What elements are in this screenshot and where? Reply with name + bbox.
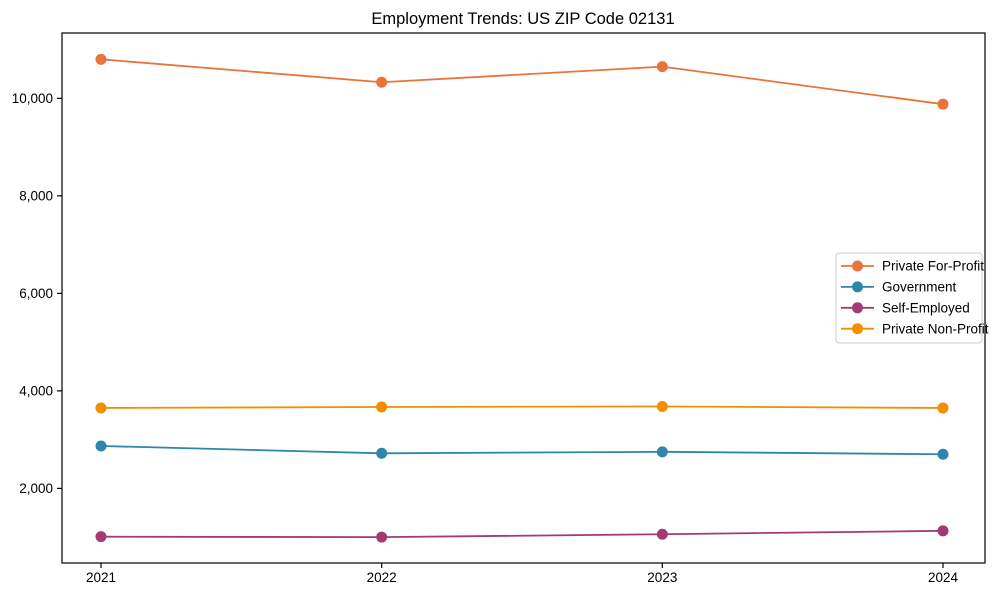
- legend-marker: [852, 281, 863, 293]
- y-tick-label: 8,000: [19, 188, 53, 203]
- data-point-marker: [376, 401, 388, 413]
- data-point-marker: [376, 76, 388, 88]
- data-point-marker: [937, 402, 949, 414]
- legend-marker: [852, 260, 863, 272]
- legend-box: [835, 252, 983, 344]
- data-point-marker: [95, 53, 107, 65]
- legend: Private For-Profit Government Self-Employe…: [835, 252, 989, 344]
- legend-marker: [852, 302, 863, 314]
- data-point-marker: [656, 528, 668, 540]
- y-tick-label: 6,000: [19, 286, 53, 301]
- y-tick-label: 2,000: [19, 481, 53, 496]
- data-point-marker: [937, 448, 949, 460]
- y-tick-label: 10,000: [12, 91, 53, 106]
- legend-marker: [852, 323, 863, 335]
- data-point-marker: [937, 98, 949, 110]
- data-point-marker: [656, 61, 668, 73]
- data-point-marker: [937, 525, 949, 537]
- x-tick-label: 2024: [928, 570, 959, 585]
- legend-label: Self-Employed: [882, 301, 970, 316]
- series-line: [100, 445, 944, 456]
- data-point-marker: [95, 402, 107, 414]
- series-layer: [95, 53, 949, 543]
- plot-border: [61, 32, 986, 564]
- legend-label: Private Non-Profit: [882, 321, 989, 336]
- data-point-marker: [95, 531, 107, 543]
- series-line: [100, 529, 944, 539]
- data-point-marker: [376, 447, 388, 459]
- chart-title: Employment Trends: US ZIP Code 02131: [371, 10, 674, 28]
- data-point-marker: [376, 531, 388, 543]
- data-point-marker: [656, 400, 668, 412]
- x-tick-label: 2021: [86, 570, 116, 585]
- data-point-marker: [95, 440, 107, 452]
- series-line: [100, 58, 944, 106]
- y-tick-label: 4,000: [19, 383, 53, 398]
- legend-label: Private For-Profit: [882, 259, 984, 274]
- legend-label: Government: [882, 280, 957, 295]
- x-tick-label: 2023: [647, 570, 677, 585]
- data-point-marker: [656, 446, 668, 458]
- x-tick-label: 2022: [367, 570, 397, 585]
- axes-layer: 2,000 4,000 6,000 8,000 10,000 2021 2022 2023 20…: [12, 32, 986, 585]
- series-line: [100, 405, 944, 409]
